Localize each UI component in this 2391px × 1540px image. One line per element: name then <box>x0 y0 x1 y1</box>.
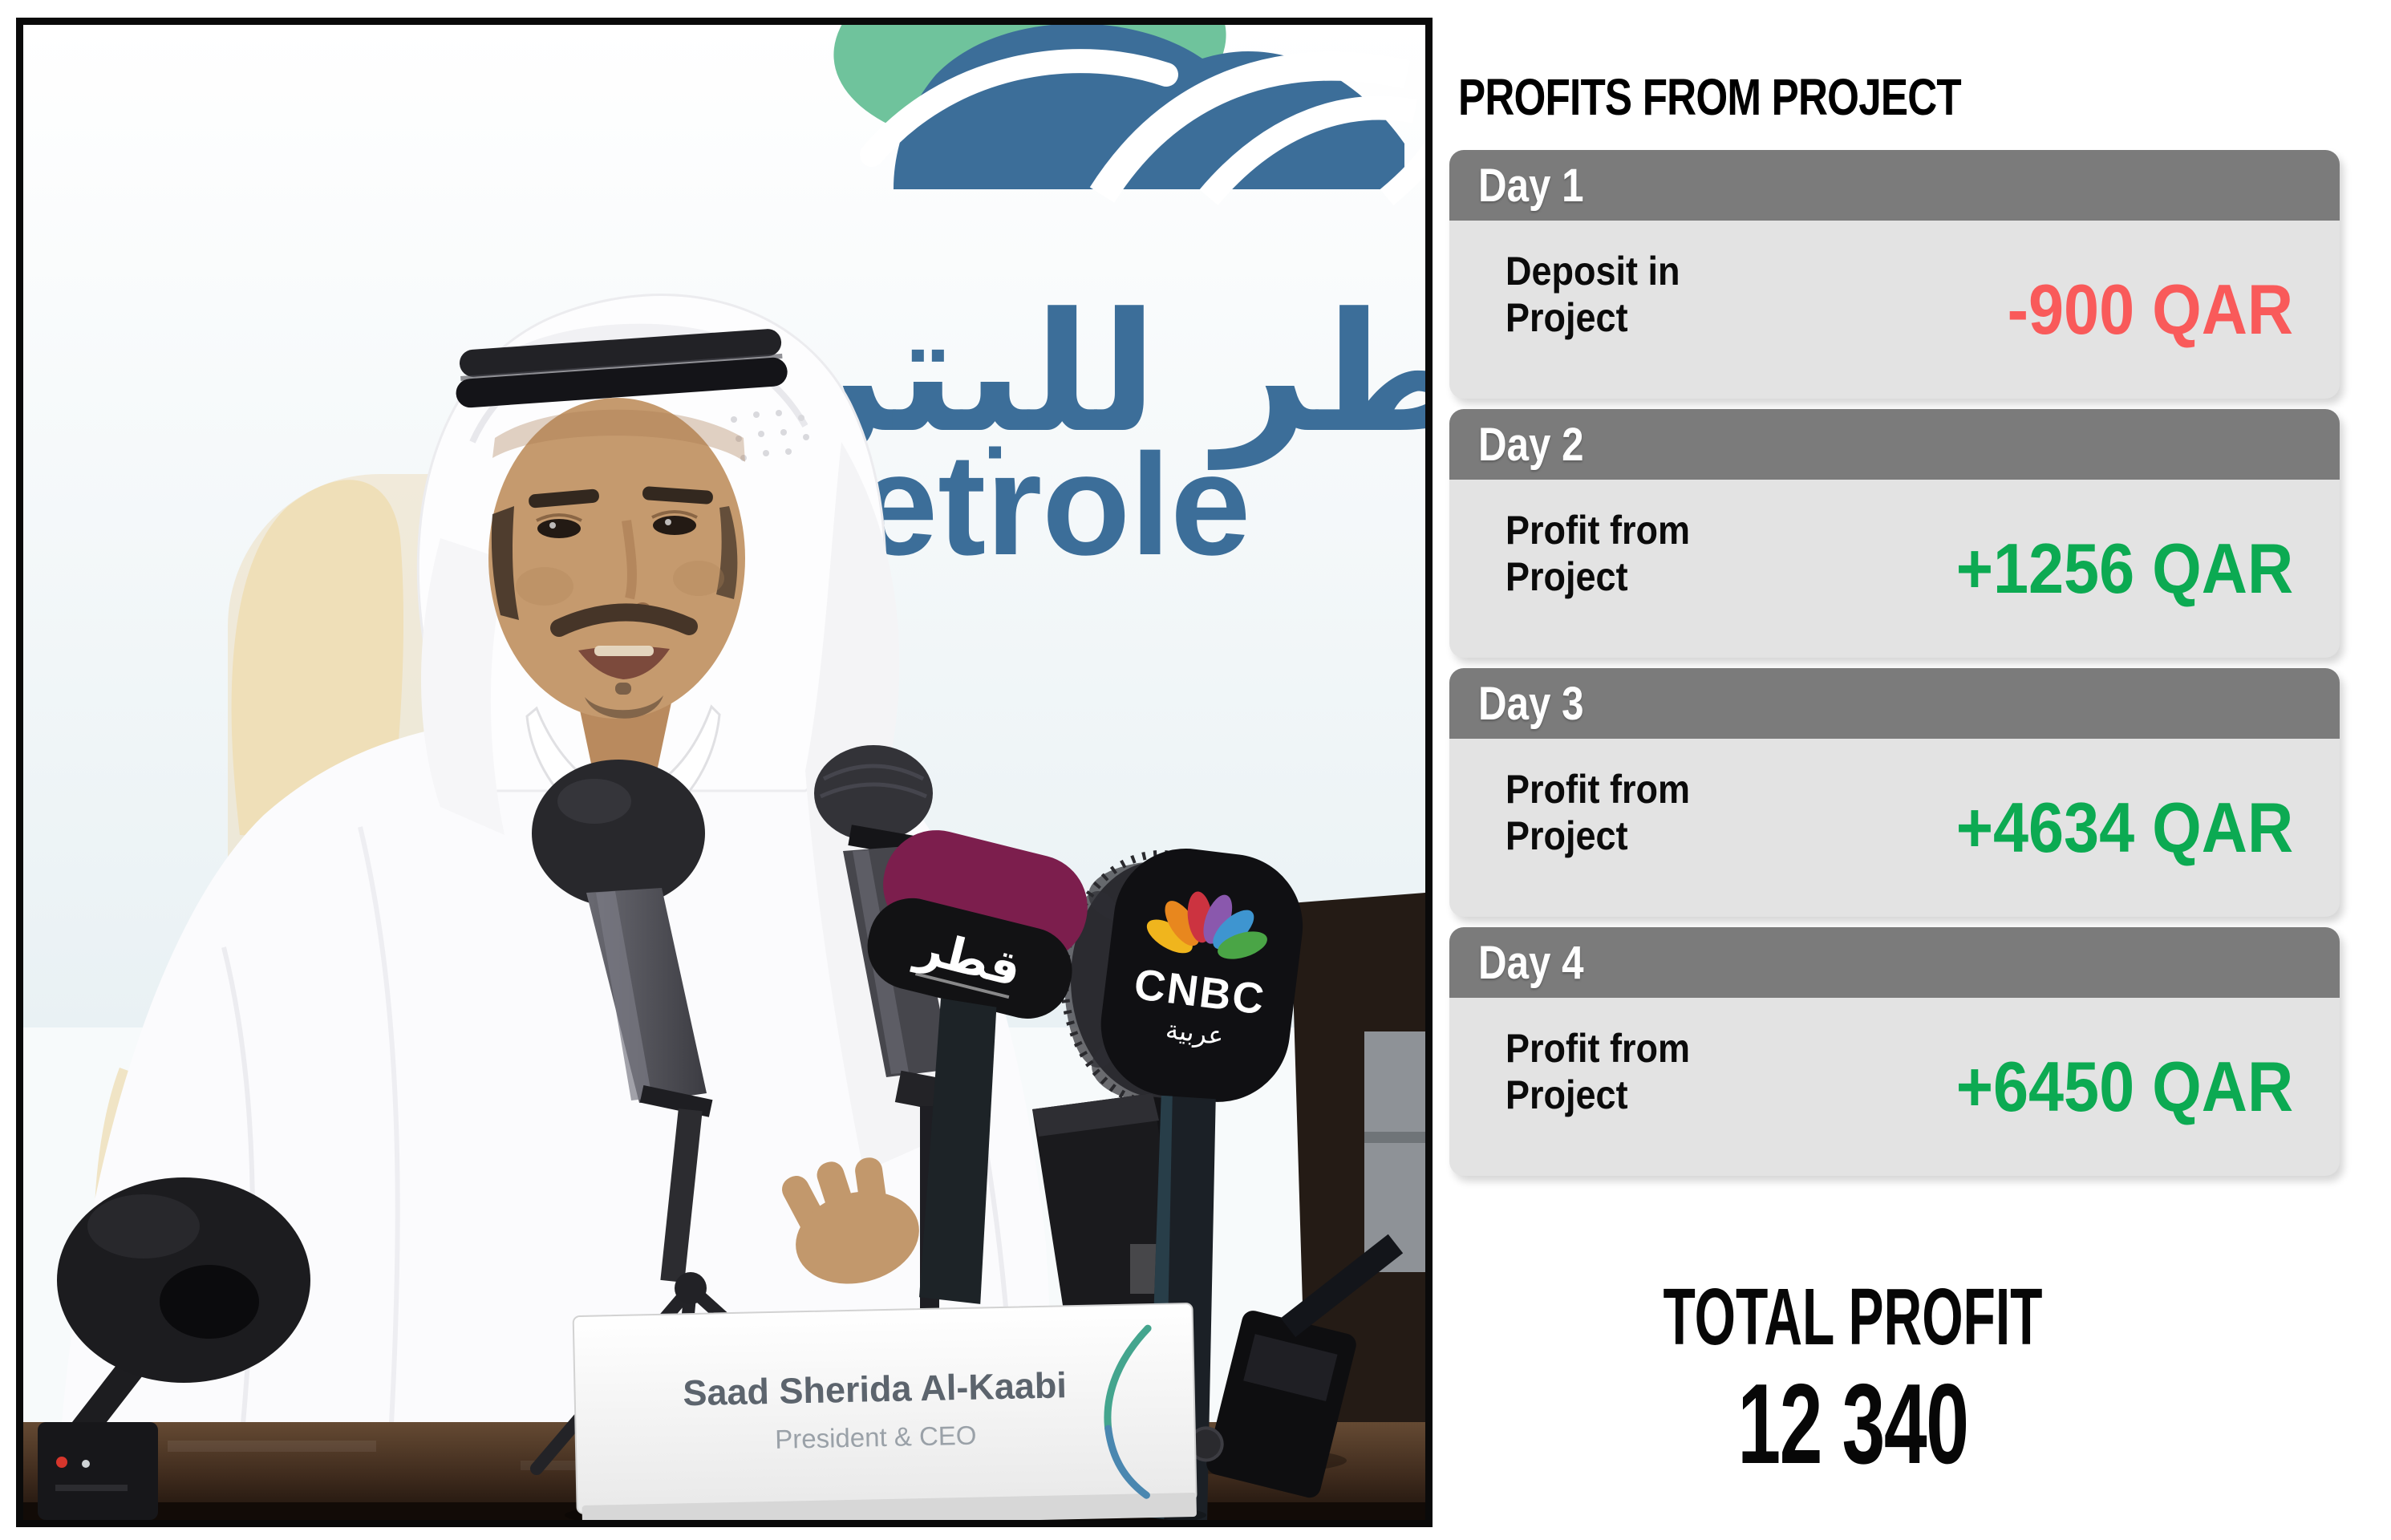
red-led-icon <box>56 1457 67 1468</box>
agal-headband <box>456 329 788 408</box>
mic-qatar-tv: قطر <box>867 830 1188 1326</box>
day-card-1-body: Deposit in Project -900 QAR <box>1449 221 2340 399</box>
day-card-2-value: +1256 QAR <box>1955 529 2293 608</box>
day-card-2-title: Day 2 <box>1478 418 1584 471</box>
day-card-1-value: -900 QAR <box>2007 270 2293 349</box>
nameplate: Saad Sherida Al-Kaabi President & CEO <box>565 1303 1206 1520</box>
day-card-3-label: Profit from Project <box>1506 767 1690 858</box>
battery-pack <box>1032 1093 1188 1326</box>
day-card-3-title: Day 3 <box>1478 677 1584 730</box>
day-card-3-body: Profit from Project +4634 QAR <box>1449 739 2340 917</box>
nameplate-name: Saad Sherida Al-Kaabi <box>683 1364 1067 1413</box>
cnbc-peacock-icon <box>1146 891 1267 959</box>
right-sideburn <box>716 506 738 599</box>
day-card-1: Day 1 Deposit in Project -900 QAR <box>1449 150 2340 399</box>
day-card-2-label: Profit from Project <box>1506 508 1690 599</box>
neck <box>578 703 671 779</box>
day-card-3-value: +4634 QAR <box>1955 788 2293 867</box>
day-card-3-header: Day 3 <box>1449 668 2340 739</box>
day-card-2-header: Day 2 <box>1449 409 2340 480</box>
nameplate-title: President & CEO <box>775 1420 977 1454</box>
day-cards: Day 1 Deposit in Project -900 QAR Day 2 … <box>1449 150 2340 1176</box>
cnbc-arabic-text: عربية <box>1164 1014 1226 1052</box>
left-sideburn <box>491 506 519 620</box>
ghutra-perforation <box>731 410 809 461</box>
photo-illustration: قطر للبترول r Petrole <box>23 25 1425 1520</box>
day-card-1-header: Day 1 <box>1449 150 2340 221</box>
day-card-4-body: Profit from Project +6450 QAR <box>1449 998 2340 1176</box>
day-card-3: Day 3 Profit from Project +4634 QAR <box>1449 668 2340 917</box>
day-card-4: Day 4 Profit from Project +6450 QAR <box>1449 927 2340 1176</box>
mic-foam-ball <box>57 1177 310 1383</box>
day-card-4-label: Profit from Project <box>1506 1026 1690 1117</box>
mic-clamp <box>1188 1311 1356 1498</box>
profits-panel: PROFITS FROM PROJECT Day 1 Deposit in Pr… <box>1449 0 2340 1540</box>
right-eyebrow <box>642 486 713 505</box>
left-eyebrow <box>529 488 599 509</box>
day-card-1-label: Deposit in Project <box>1506 249 1680 340</box>
day-card-4-title: Day 4 <box>1478 936 1584 989</box>
face <box>488 398 745 719</box>
goatee <box>585 695 663 719</box>
panel-title: PROFITS FROM PROJECT <box>1458 68 1962 126</box>
day-card-4-header: Day 4 <box>1449 927 2340 998</box>
nameplate-swoosh-icon <box>1104 1324 1152 1499</box>
day-card-1-title: Day 1 <box>1478 159 1584 212</box>
left-eye <box>537 519 581 538</box>
press-conference-photo: قطر للبترول r Petrole <box>16 18 1433 1527</box>
day-card-2-body: Profit from Project +1256 QAR <box>1449 480 2340 658</box>
mustache <box>550 603 698 637</box>
nose <box>622 520 637 600</box>
day-card-4-value: +6450 QAR <box>1955 1047 2293 1126</box>
day-card-2: Day 2 Profit from Project +1256 QAR <box>1449 409 2340 658</box>
qatar-petroleum-logo <box>833 25 1425 205</box>
right-eye <box>653 516 696 535</box>
